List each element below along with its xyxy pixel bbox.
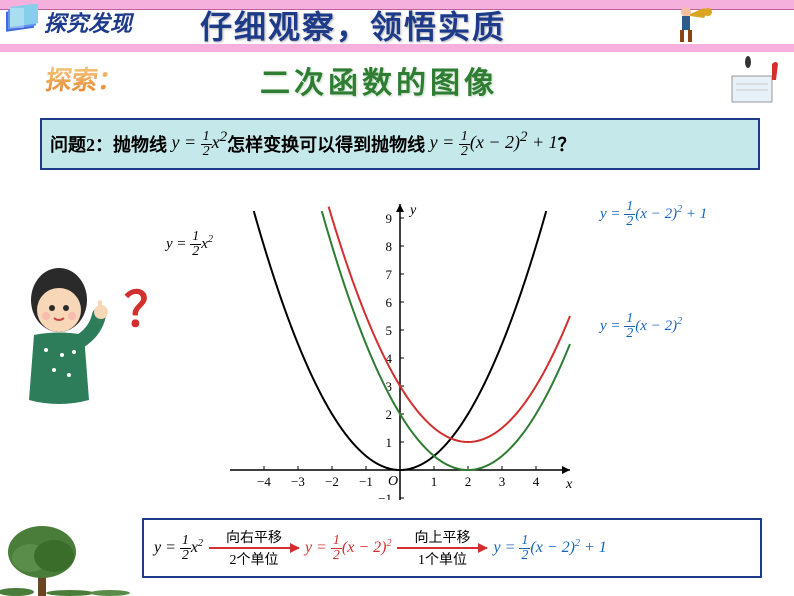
- svg-text:8: 8: [386, 239, 393, 254]
- question-box: 问题2：抛物线 y = 12x2 怎样变换可以得到抛物线 y = 12(x − …: [40, 118, 760, 170]
- svg-text:O: O: [388, 474, 398, 489]
- discover-label: 探究发现: [44, 6, 132, 38]
- svg-text:−1: −1: [378, 491, 392, 500]
- eq-label-black: y = 12x2: [166, 230, 213, 259]
- svg-text:−1: −1: [359, 474, 373, 489]
- svg-text:2: 2: [386, 407, 393, 422]
- arrow-1: 向右平移 2个单位: [209, 527, 299, 569]
- question-eq1: y = 12x2: [167, 129, 227, 158]
- book-icon: [4, 4, 40, 40]
- question-prefix: 问题2：抛物线: [50, 131, 167, 157]
- eq-label-blue2: y = 12(x − 2)2: [600, 312, 682, 341]
- svg-text:7: 7: [386, 267, 393, 282]
- svg-text:2: 2: [465, 474, 472, 489]
- svg-text:−2: −2: [325, 474, 339, 489]
- svg-text:4: 4: [533, 474, 540, 489]
- svg-text:3: 3: [499, 474, 506, 489]
- arrow-red-2: [397, 547, 487, 549]
- tree-icon: [0, 508, 140, 596]
- notebook-icon: [728, 56, 786, 104]
- bottom-eq3: y = 12(x − 2)2 + 1: [493, 534, 606, 563]
- svg-text:x: x: [565, 477, 573, 492]
- arrow1-top: 向右平移: [226, 527, 282, 547]
- arrow2-bottom: 1个单位: [418, 549, 467, 569]
- question-suffix: ？: [558, 131, 576, 157]
- svg-text:6: 6: [386, 295, 393, 310]
- arrow-2: 向上平移 1个单位: [397, 527, 487, 569]
- sub-title: 二次函数的图像: [260, 58, 498, 102]
- girl-thinking-icon: [4, 260, 124, 420]
- parabola-chart: −4−3−2−11234−1123456789Oxy: [200, 180, 600, 500]
- svg-text:1: 1: [431, 474, 438, 489]
- header: 探究发现 仔细观察，领悟实质: [0, 10, 794, 60]
- svg-text:−4: −4: [257, 474, 271, 489]
- chart-svg: −4−3−2−11234−1123456789Oxy: [200, 180, 600, 500]
- arrow2-top: 向上平移: [414, 527, 470, 547]
- svg-text:y: y: [408, 203, 417, 218]
- eq-label-blue1: y = 12(x − 2)2 + 1: [600, 200, 707, 229]
- trumpet-man-icon: [670, 2, 714, 46]
- question-eq2: y = 12(x − 2)2 + 1: [425, 129, 557, 158]
- question-mark-icon: ？: [124, 270, 172, 340]
- main-title: 仔细观察，领悟实质: [200, 2, 506, 48]
- svg-text:−3: −3: [291, 474, 305, 489]
- svg-text:1: 1: [386, 435, 393, 450]
- explore-label: 探索：: [43, 60, 126, 97]
- svg-text:9: 9: [386, 211, 393, 226]
- bottom-eq1: y = 12x2: [154, 534, 203, 563]
- bottom-eq2: y = 12(x − 2)2: [305, 534, 391, 563]
- svg-text:5: 5: [386, 323, 393, 338]
- arrow1-bottom: 2个单位: [230, 549, 279, 569]
- arrow-red-1: [209, 547, 299, 549]
- transformation-box: y = 12x2 向右平移 2个单位 y = 12(x − 2)2 向上平移 1…: [142, 518, 762, 578]
- question-mid: 怎样变换可以得到抛物线: [227, 131, 425, 157]
